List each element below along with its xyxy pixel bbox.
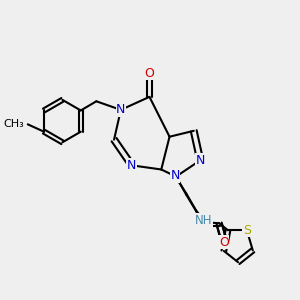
Text: N: N xyxy=(170,169,180,182)
Text: N: N xyxy=(116,103,125,116)
Text: O: O xyxy=(145,67,154,80)
Text: CH₃: CH₃ xyxy=(4,119,24,129)
Text: S: S xyxy=(243,224,251,237)
Text: N: N xyxy=(127,159,136,172)
Text: NH: NH xyxy=(195,214,212,227)
Text: O: O xyxy=(219,236,229,249)
Text: N: N xyxy=(196,154,205,167)
